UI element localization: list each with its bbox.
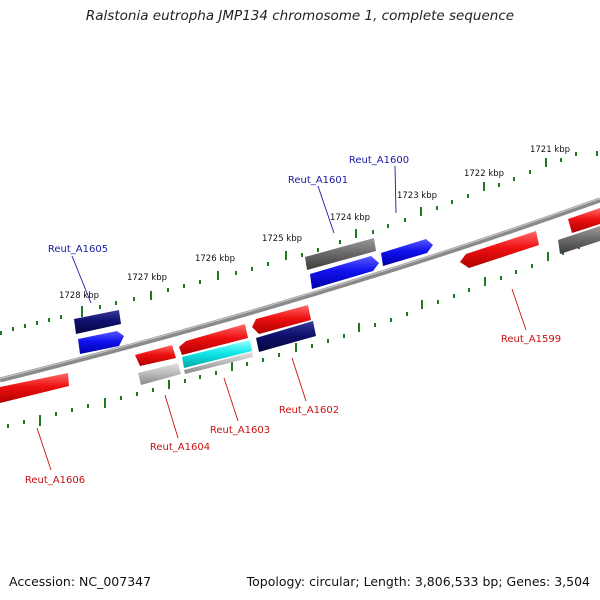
gene-arrow[interactable]: [182, 340, 252, 368]
gene-arrow[interactable]: [78, 331, 124, 354]
chromosome-backbone: [0, 197, 600, 383]
kbp-label-1727: 1727 kbp: [127, 273, 167, 283]
gene-label-reut-a1600[interactable]: Reut_A1600: [349, 155, 409, 166]
kbp-label-1721: 1721 kbp: [530, 145, 570, 155]
gene-label-reut-a1602[interactable]: Reut_A1602: [279, 405, 339, 416]
gene-label-reut-a1599[interactable]: Reut_A1599: [501, 334, 561, 345]
gene-arrow[interactable]: [460, 231, 539, 268]
gene-arrow[interactable]: [310, 256, 379, 289]
summary-text: Topology: circular; Length: 3,806,533 bp…: [246, 574, 590, 589]
upper-tick-row: [0, 151, 598, 335]
gene-label-reut-a1606[interactable]: Reut_A1606: [25, 475, 85, 486]
gene-arrow[interactable]: [381, 239, 433, 266]
gene-arrow[interactable]: [74, 310, 121, 334]
leader-line: [317, 185, 335, 234]
leader-line: [36, 427, 52, 471]
kbp-label-1724: 1724 kbp: [330, 213, 370, 223]
kbp-label-1723: 1723 kbp: [397, 191, 437, 201]
gene-arrow[interactable]: [558, 226, 600, 254]
gene-label-reut-a1605[interactable]: Reut_A1605: [48, 244, 108, 255]
leader-line: [394, 165, 397, 214]
leader-line: [511, 288, 527, 331]
gene-arrow[interactable]: [135, 345, 176, 366]
gene-arrow[interactable]: [138, 363, 181, 385]
kbp-label-1726: 1726 kbp: [195, 254, 235, 264]
gene-arrow[interactable]: [252, 305, 311, 334]
leader-line: [164, 394, 179, 439]
accession-text: Accession: NC_007347: [9, 574, 152, 589]
map-title: Ralstonia eutropha JMP134 chromosome 1, …: [85, 8, 515, 24]
gene-arrow[interactable]: [305, 238, 376, 270]
gene-arrow[interactable]: [184, 352, 253, 374]
gene-label-reut-a1601[interactable]: Reut_A1601: [288, 175, 348, 186]
leader-line: [71, 255, 92, 304]
gene-arrow[interactable]: [179, 324, 248, 355]
leader-line: [291, 357, 307, 402]
gene-label-reut-a1603[interactable]: Reut_A1603: [210, 425, 270, 436]
kbp-label-1722: 1722 kbp: [464, 169, 504, 179]
gene-arrow[interactable]: [0, 373, 69, 403]
kbp-label-1728: 1728 kbp: [59, 291, 99, 301]
kbp-label-1725: 1725 kbp: [262, 234, 302, 244]
gene-label-reut-a1604[interactable]: Reut_A1604: [150, 442, 210, 453]
leader-line: [223, 377, 239, 422]
gene-arrow[interactable]: [568, 208, 600, 233]
gene-arrow[interactable]: [256, 321, 316, 352]
